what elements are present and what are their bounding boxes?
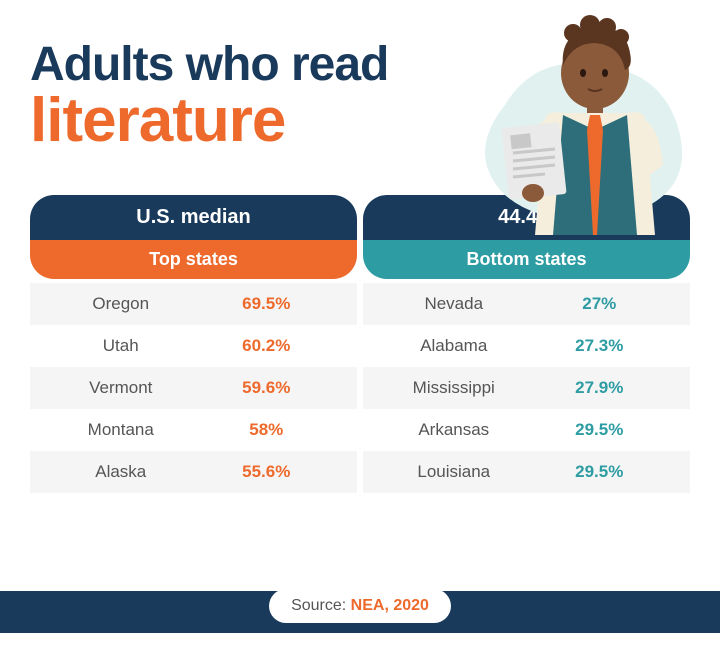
source-pill: Source: NEA, 2020 — [269, 589, 451, 623]
state-name: Louisiana — [381, 462, 527, 482]
state-value: 58% — [194, 420, 340, 440]
state-value: 60.2% — [194, 336, 340, 356]
state-name: Nevada — [381, 294, 527, 314]
state-name: Vermont — [48, 378, 194, 398]
state-value: 29.5% — [527, 420, 673, 440]
table-row: Alaska 55.6% — [30, 451, 357, 493]
table-row: Arkansas 29.5% — [363, 409, 690, 451]
state-name: Mississippi — [381, 378, 527, 398]
top-states-header: Top states — [30, 240, 357, 279]
top-states-column: U.S. median Top states Oregon 69.5% Utah… — [30, 195, 357, 493]
table-row: Mississippi 27.9% — [363, 367, 690, 409]
state-value: 27% — [527, 294, 673, 314]
table-row: Nevada 27% — [363, 283, 690, 325]
state-value: 55.6% — [194, 462, 340, 482]
state-value: 27.3% — [527, 336, 673, 356]
table-row: Vermont 59.6% — [30, 367, 357, 409]
title: Adults who read literature — [30, 40, 690, 153]
bottom-states-column: 44.4% Bottom states Nevada 27% Alabama 2… — [363, 195, 690, 493]
state-value: 69.5% — [194, 294, 340, 314]
table-row: Alabama 27.3% — [363, 325, 690, 367]
source-name: NEA, 2020 — [351, 597, 429, 614]
table-row: Utah 60.2% — [30, 325, 357, 367]
state-value: 59.6% — [194, 378, 340, 398]
source-prefix: Source: — [291, 597, 351, 614]
state-name: Utah — [48, 336, 194, 356]
title-line-1: Adults who read — [30, 40, 690, 90]
state-name: Oregon — [48, 294, 194, 314]
state-value: 29.5% — [527, 462, 673, 482]
comparison-table: U.S. median Top states Oregon 69.5% Utah… — [30, 195, 690, 493]
table-row: Montana 58% — [30, 409, 357, 451]
median-label: U.S. median — [30, 195, 357, 240]
state-name: Alabama — [381, 336, 527, 356]
state-name: Arkansas — [381, 420, 527, 440]
title-line-2: literature — [30, 88, 690, 153]
source-bar: Source: NEA, 2020 — [0, 591, 720, 633]
table-row: Oregon 69.5% — [30, 283, 357, 325]
state-value: 27.9% — [527, 378, 673, 398]
table-row: Louisiana 29.5% — [363, 451, 690, 493]
state-name: Montana — [48, 420, 194, 440]
state-name: Alaska — [48, 462, 194, 482]
bottom-states-header: Bottom states — [363, 240, 690, 279]
